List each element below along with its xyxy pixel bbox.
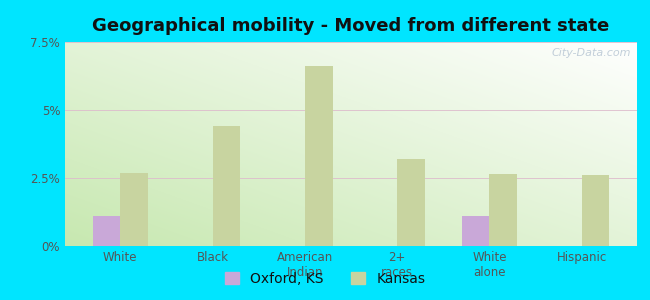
- Bar: [120, 172, 148, 246]
- Bar: [213, 126, 240, 246]
- Text: City-Data.com: City-Data.com: [552, 48, 631, 58]
- Legend: Oxford, KS, Kansas: Oxford, KS, Kansas: [221, 268, 429, 290]
- Bar: [462, 216, 489, 246]
- Bar: [397, 159, 425, 246]
- Bar: [93, 216, 120, 246]
- Bar: [582, 175, 609, 246]
- Title: Geographical mobility - Moved from different state: Geographical mobility - Moved from diffe…: [92, 17, 610, 35]
- Bar: [305, 67, 333, 246]
- Bar: [489, 174, 517, 246]
